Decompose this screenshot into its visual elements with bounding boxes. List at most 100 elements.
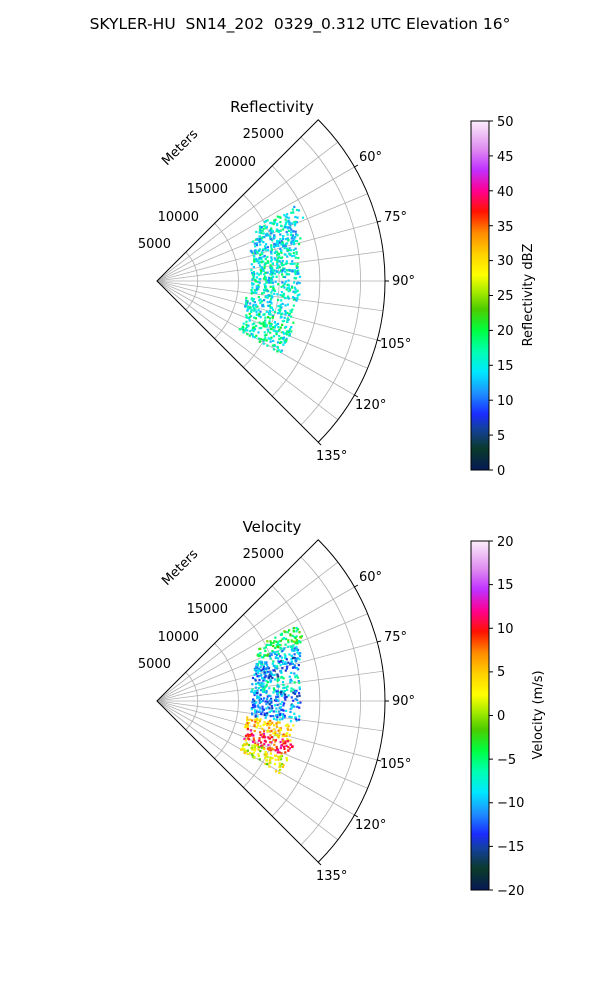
data-cell [278, 721, 281, 724]
colorbar-tick-label: 40 [497, 185, 514, 200]
data-cell [263, 224, 266, 228]
data-cell [298, 275, 302, 278]
data-cell [258, 264, 262, 267]
data-cell [252, 270, 255, 274]
data-cell [287, 331, 290, 334]
data-cell [280, 299, 283, 302]
data-cell [253, 692, 257, 695]
data-cell [246, 728, 249, 731]
data-cell [285, 216, 288, 219]
data-cell [241, 744, 244, 747]
data-cell [287, 287, 290, 290]
data-cell [257, 722, 260, 725]
data-cell [257, 331, 260, 334]
data-cell [269, 313, 272, 316]
data-cell [278, 329, 281, 332]
radial-tick-label: 5000 [138, 657, 171, 672]
data-cell [270, 709, 273, 712]
data-cell [258, 696, 261, 699]
data-cell [273, 699, 277, 702]
data-cell [273, 257, 276, 260]
data-cell [279, 639, 282, 642]
data-cell [266, 246, 269, 249]
data-cell [290, 654, 293, 657]
sector-frame [156, 539, 389, 866]
data-cell [249, 307, 252, 310]
data-cell [256, 689, 259, 692]
data-cell [259, 647, 262, 650]
data-cell [252, 266, 255, 269]
colorbar-tick-label: 20 [497, 535, 514, 550]
data-cell [295, 719, 298, 722]
data-cell [280, 291, 283, 294]
data-cell [255, 744, 258, 747]
data-cell [268, 723, 271, 726]
data-cell [276, 215, 279, 218]
data-cell [286, 665, 289, 668]
data-cell [246, 743, 249, 746]
azimuth-gridline [156, 221, 378, 282]
data-cell [271, 707, 274, 710]
data-cell [246, 719, 249, 722]
data-cell [292, 644, 295, 647]
azimuth-gridline [156, 700, 339, 841]
data-cell [278, 766, 281, 769]
data-cell [261, 662, 264, 665]
data-cell [259, 268, 262, 271]
data-cell [264, 646, 267, 649]
data-cell [284, 262, 287, 265]
data-cell [283, 286, 286, 289]
data-cell [289, 710, 292, 714]
data-cell [260, 669, 263, 672]
data-cell [276, 254, 279, 257]
data-cell [274, 758, 277, 761]
data-cell [286, 213, 289, 216]
data-cell [272, 285, 275, 288]
data-cell [258, 228, 261, 231]
data-cell [254, 711, 257, 714]
data-cell [270, 268, 273, 271]
azimuth-gridline [156, 670, 384, 702]
data-cell [284, 661, 287, 664]
data-cell [290, 648, 293, 651]
data-cell [252, 706, 255, 709]
data-cell [296, 628, 299, 631]
radial-tick-label: 25000 [243, 127, 284, 142]
data-cell [274, 749, 277, 752]
data-cell [297, 668, 300, 671]
data-cell [298, 718, 301, 721]
data-cell [270, 722, 273, 726]
data-cell [285, 667, 288, 670]
data-cell [291, 262, 294, 266]
data-cell [244, 329, 247, 332]
data-cell [275, 745, 278, 749]
data-cell [281, 294, 284, 297]
data-cell [248, 312, 251, 315]
data-cell [287, 740, 290, 743]
azimuth-gridline [156, 280, 339, 421]
data-cell [281, 260, 284, 263]
data-cell [279, 309, 282, 312]
data-cell [255, 709, 258, 712]
data-cell [294, 271, 297, 274]
data-cell [295, 240, 299, 243]
data-cell [288, 313, 291, 316]
data-cell [282, 739, 285, 742]
data-cell [275, 266, 278, 269]
data-cell [280, 755, 284, 758]
data-cell [269, 260, 273, 263]
data-cell [273, 311, 277, 314]
data-cell [265, 690, 268, 694]
data-cell [265, 243, 268, 246]
data-cell [295, 266, 298, 269]
data-cell [265, 225, 268, 229]
angle-tick-mark [354, 584, 359, 588]
data-cell [262, 679, 265, 682]
reflectivity-panel: Reflectivity Meters 5000 10000 15000 200… [138, 98, 536, 479]
data-cell [281, 264, 284, 267]
data-cell [260, 700, 263, 703]
data-cell [285, 339, 288, 342]
data-cell [262, 342, 265, 345]
data-cell [266, 233, 269, 236]
data-cell [262, 269, 265, 272]
